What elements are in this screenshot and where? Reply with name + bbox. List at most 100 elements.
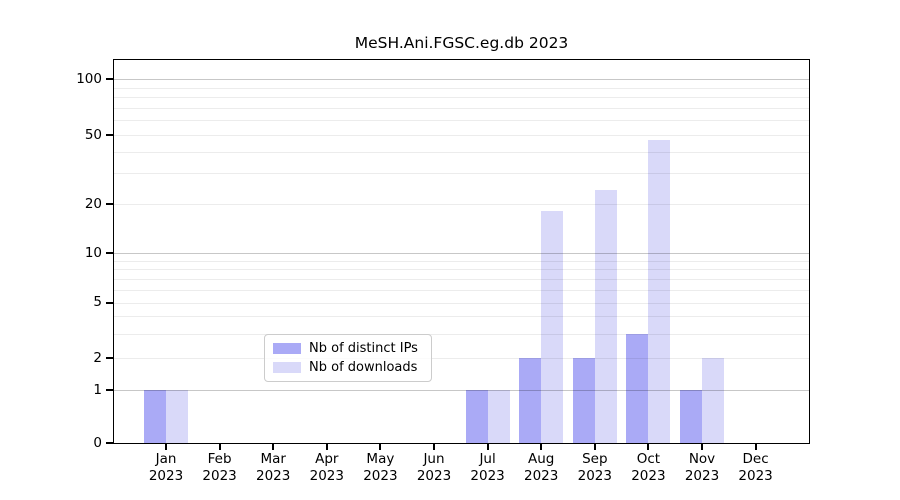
bar-distinct-ips: [572, 358, 595, 444]
gridline-major: [113, 390, 810, 391]
gridline-minor: [113, 268, 810, 270]
x-tick-mark: [754, 444, 757, 450]
x-tick-mark: [379, 444, 382, 450]
bar-distinct-ips: [144, 390, 166, 444]
x-axis-tick-label: Jan 2023: [134, 451, 198, 484]
x-tick-mark: [433, 444, 435, 450]
x-axis-tick-label: Sep 2023: [563, 451, 627, 484]
y-axis-tick-label: 50: [84, 126, 102, 143]
gridline-major: [113, 79, 810, 80]
x-tick-mark: [647, 444, 650, 450]
y-tick-mark: [106, 357, 113, 360]
gridline-major: [113, 253, 810, 254]
x-tick-month: May: [366, 451, 395, 467]
x-tick-mark: [486, 444, 489, 450]
bar-downloads: [648, 139, 671, 444]
y-axis-tick-label: 10: [84, 244, 102, 261]
x-axis-tick-label: Dec 2023: [724, 451, 788, 484]
bar-distinct-ips: [519, 358, 542, 444]
y-axis-tick-label: 1: [93, 381, 102, 398]
x-axis-tick-label: Feb 2023: [188, 451, 252, 484]
y-tick-mark: [106, 442, 113, 444]
x-axis-tick-label: Mar 2023: [241, 451, 305, 484]
y-tick-mark: [106, 252, 113, 254]
x-tick-mark: [272, 444, 275, 450]
gridline-minor: [113, 87, 810, 89]
gridline-minor: [113, 278, 810, 280]
x-tick-mark: [325, 444, 328, 450]
y-axis-tick-label: 100: [76, 70, 102, 87]
legend-swatch-distinct-ips: [273, 343, 301, 354]
y-tick-mark: [106, 301, 113, 304]
legend-label-downloads: Nb of downloads: [309, 360, 418, 375]
x-axis-tick-label: Nov 2023: [670, 451, 734, 484]
x-axis-tick-label: Aug 2023: [509, 451, 573, 484]
bar-downloads: [166, 390, 188, 444]
x-tick-year: 2023: [148, 467, 184, 484]
x-tick-mark: [701, 444, 703, 450]
x-tick-year: 2023: [363, 467, 398, 484]
gridline-minor: [113, 316, 810, 318]
gridline-minor: [113, 204, 810, 205]
gridline-minor: [113, 135, 810, 136]
x-tick-year: 2023: [202, 467, 237, 484]
x-axis-tick-label: Apr 2023: [295, 451, 359, 484]
x-tick-mark: [593, 444, 596, 450]
x-tick-year: 2023: [470, 467, 505, 484]
gridline-minor: [113, 173, 810, 175]
legend-item-downloads: Nb of downloads: [273, 360, 423, 375]
bar-downloads: [541, 211, 564, 444]
gridline-minor: [113, 107, 810, 109]
gridline-minor: [113, 120, 810, 122]
x-tick-month: Dec: [742, 451, 769, 467]
y-axis-tick-label: 20: [84, 195, 102, 212]
bar-downloads: [702, 358, 724, 444]
x-tick-month: Nov: [688, 451, 716, 467]
x-tick-month: Aug: [528, 451, 555, 467]
x-tick-mark: [165, 444, 167, 450]
x-tick-month: Oct: [636, 451, 661, 467]
x-tick-month: Jan: [155, 451, 177, 467]
plot-area: [113, 59, 810, 444]
gridline-minor: [113, 333, 810, 335]
x-tick-year: 2023: [256, 467, 291, 484]
legend-label-distinct-ips: Nb of distinct IPs: [309, 341, 418, 356]
x-tick-mark: [218, 444, 221, 450]
x-axis-tick-label: May 2023: [348, 451, 412, 484]
gridline-minor: [113, 302, 810, 304]
x-axis-tick-label: Jun 2023: [402, 451, 466, 484]
x-tick-month: Feb: [207, 451, 232, 467]
y-axis-tick-label: 5: [93, 294, 102, 311]
x-tick-year: 2023: [631, 467, 666, 484]
y-axis-tick-label: 2: [93, 349, 102, 366]
legend: Nb of distinct IPs Nb of downloads: [264, 334, 432, 382]
x-tick-year: 2023: [738, 467, 773, 484]
bar-downloads: [487, 390, 510, 444]
bar-distinct-ips: [680, 390, 702, 444]
gridline-minor: [113, 151, 810, 153]
legend-swatch-downloads: [273, 362, 301, 373]
y-tick-mark: [106, 203, 113, 205]
gridline-minor: [113, 358, 810, 360]
x-axis-tick-label: Oct 2023: [616, 451, 680, 484]
chart-title: MeSH.Ani.FGSC.eg.db 2023: [354, 34, 569, 52]
y-tick-mark: [106, 134, 113, 136]
x-tick-year: 2023: [577, 467, 612, 484]
gridline-minor: [113, 289, 810, 291]
y-axis-tick-label: 0: [93, 434, 102, 451]
x-tick-year: 2023: [416, 467, 452, 484]
legend-item-distinct-ips: Nb of distinct IPs: [273, 341, 423, 356]
y-tick-mark: [106, 389, 113, 391]
x-tick-mark: [540, 444, 543, 450]
bar-distinct-ips: [465, 390, 488, 444]
x-axis-tick-label: Jul 2023: [456, 451, 520, 484]
y-tick-mark: [106, 78, 113, 80]
gridline-minor: [113, 260, 810, 262]
gridline-minor: [113, 97, 810, 99]
x-tick-month: Mar: [260, 451, 286, 467]
x-tick-year: 2023: [524, 467, 559, 484]
x-tick-year: 2023: [684, 467, 720, 484]
x-tick-month: Jun: [423, 451, 445, 467]
bar-downloads: [594, 190, 617, 444]
